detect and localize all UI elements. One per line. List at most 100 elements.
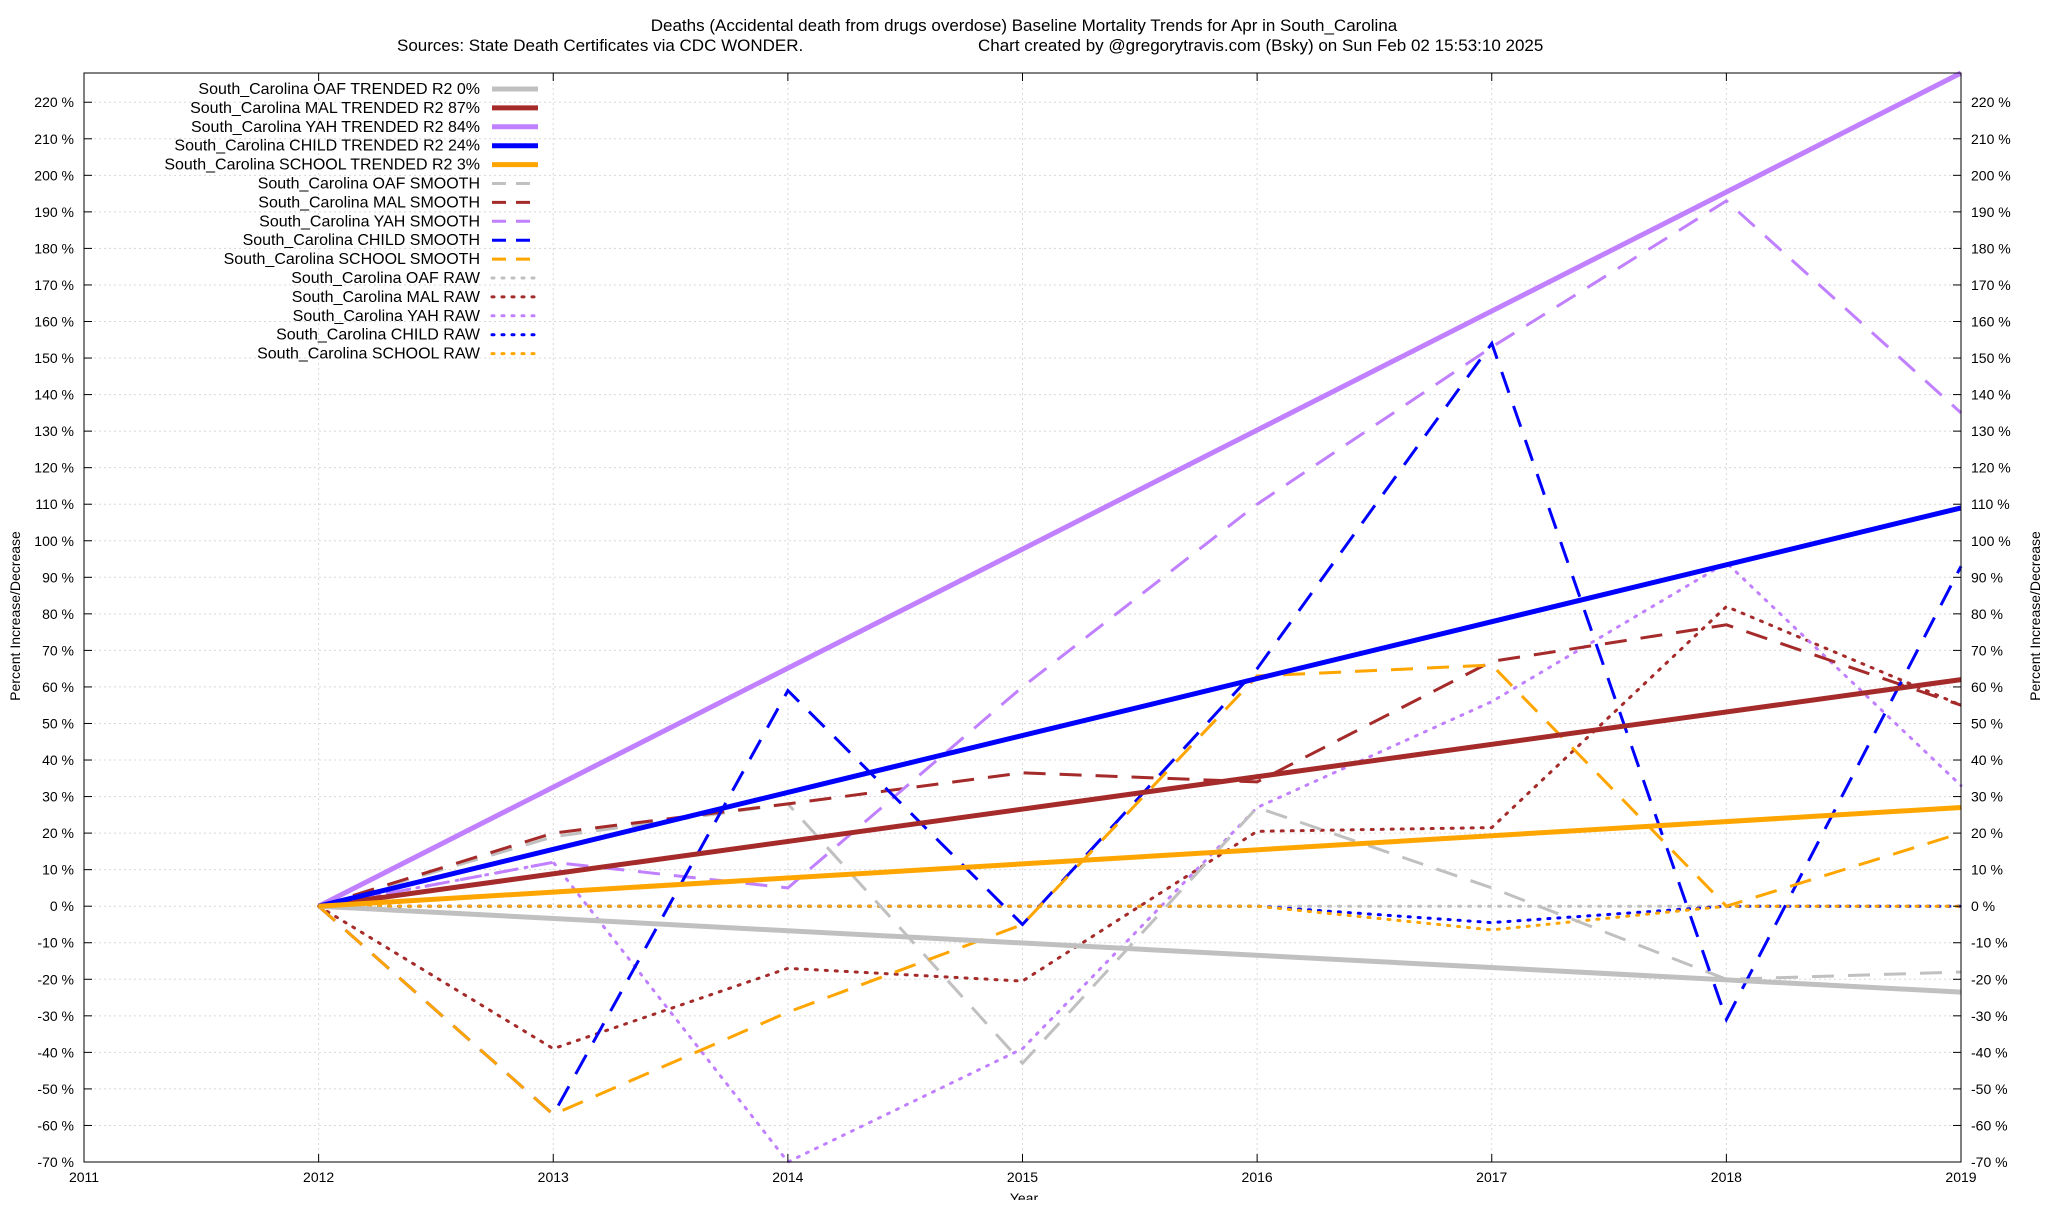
y-tick-label-right: 130 %	[1971, 423, 2011, 439]
y-tick-label-left: 130 %	[34, 423, 74, 439]
series-line-south-carolina-oaf-smooth	[318, 802, 1962, 1066]
series-line-south-carolina-school-trended-r2-3	[318, 805, 1962, 909]
legend: South_Carolina OAF TRENDED R2 0% South_Ca…	[164, 81, 540, 363]
y-tick-label-right: 100 %	[1971, 533, 2011, 549]
y-tick-label-left: -40 %	[37, 1044, 74, 1060]
chart-title: Deaths (Accidental death from drugs over…	[651, 16, 1398, 35]
legend-label: South_Carolina CHILD SMOOTH	[243, 232, 480, 249]
y-tick-label-right: 210 %	[1971, 131, 2011, 147]
y-tick-label-right: 70 %	[1971, 642, 2003, 658]
y-tick-label-right: 150 %	[1971, 350, 2011, 366]
y-tick-label-left: -10 %	[37, 935, 74, 951]
y-tick-label-left: 200 %	[34, 167, 74, 183]
y-tick-label-right: -20 %	[1971, 971, 2008, 987]
x-axis-label: Year	[1010, 1190, 1039, 1200]
x-tick-label: 2016	[1242, 1169, 1273, 1185]
y-tick-label-left: -30 %	[37, 1008, 74, 1024]
legend-label: South_Carolina OAF TRENDED R2 0%	[198, 81, 480, 98]
x-tick-label: 2014	[772, 1169, 803, 1185]
y-tick-label-right: 200 %	[1971, 167, 2011, 183]
y-tick-label-left: 90 %	[42, 569, 74, 585]
series-line-south-carolina-yah-trended-r2-84	[317, 70, 1963, 909]
y-tick-label-right: -60 %	[1971, 1117, 2008, 1133]
y-tick-label-left: 10 %	[42, 862, 74, 878]
y-tick-label-right: 110 %	[1971, 496, 2010, 512]
legend-label: South_Carolina SCHOOL SMOOTH	[224, 251, 480, 268]
legend-label: South_Carolina MAL TRENDED R2 87%	[190, 100, 480, 117]
y-tick-label-left: 50 %	[42, 715, 74, 731]
y-tick-label-right: 30 %	[1971, 789, 2003, 805]
series-line-south-carolina-mal-trended-r2-87	[318, 677, 1962, 909]
y-tick-label-right: 40 %	[1971, 752, 2003, 768]
series-line-south-carolina-yah-raw	[317, 560, 1963, 1164]
y-tick-label-left: 70 %	[42, 642, 74, 658]
y-tick-label-right: 50 %	[1971, 715, 2003, 731]
y-tick-label-left: 100 %	[34, 533, 74, 549]
x-tick-label: 2017	[1476, 1169, 1507, 1185]
legend-label: South_Carolina MAL SMOOTH	[258, 194, 480, 211]
x-tick-label: 2012	[303, 1169, 334, 1185]
y-tick-label-left: 110 %	[35, 496, 74, 512]
x-tick-label: 2011	[69, 1169, 99, 1185]
series-line-south-carolina-child-smooth	[317, 340, 1963, 1117]
y-tick-label-right: 80 %	[1971, 606, 2003, 622]
series-line-south-carolina-yah-smooth	[318, 199, 1963, 908]
y-tick-label-right: -30 %	[1971, 1008, 2008, 1024]
chart-source-note: Sources: State Death Certificates via CD…	[397, 36, 803, 55]
legend-label: South_Carolina YAH RAW	[293, 308, 481, 325]
y-axis-label-right: Percent Increase/Decrease	[2027, 531, 2043, 701]
y-tick-label-right: 170 %	[1971, 277, 2011, 293]
x-tick-label: 2013	[538, 1169, 569, 1185]
y-tick-label-left: 120 %	[34, 460, 74, 476]
y-tick-label-left: 170 %	[34, 277, 74, 293]
y-tick-label-left: -20 %	[37, 971, 74, 987]
y-tick-label-right: -10 %	[1971, 935, 2008, 951]
series-line-south-carolina-school-smooth	[317, 663, 1962, 1117]
y-axis-label-left: Percent Increase/Decrease	[7, 531, 23, 701]
legend-label: South_Carolina YAH TRENDED R2 84%	[191, 119, 480, 136]
x-tick-label: 2019	[1945, 1169, 1976, 1185]
y-tick-label-right: 220 %	[1971, 94, 2011, 110]
series-line-south-carolina-child-trended-r2-24	[318, 505, 1962, 909]
legend-label: South_Carolina OAF SMOOTH	[258, 176, 480, 193]
y-tick-label-left: 80 %	[42, 606, 74, 622]
legend-label: South_Carolina CHILD TRENDED R2 24%	[174, 138, 480, 155]
y-tick-label-right: 0 %	[1971, 898, 1995, 914]
y-tick-label-right: -70 %	[1971, 1154, 2008, 1170]
y-tick-label-right: 180 %	[1971, 240, 2011, 256]
y-tick-label-left: 150 %	[34, 350, 74, 366]
y-tick-label-right: 20 %	[1971, 825, 2003, 841]
legend-label: South_Carolina CHILD RAW	[276, 327, 481, 344]
y-tick-label-left: 140 %	[34, 387, 74, 403]
y-tick-label-left: 190 %	[34, 204, 74, 220]
y-tick-label-right: 10 %	[1971, 862, 2003, 878]
axis-ticks: 2011 2012 2013 2014 2015 2016 2017 2018 2019-70 …	[34, 73, 2011, 1185]
y-tick-label-left: 180 %	[34, 240, 74, 256]
series-line-south-carolina-mal-raw	[317, 604, 1963, 1051]
series-line-south-carolina-school-raw	[317, 904, 1963, 932]
y-tick-label-right: -50 %	[1971, 1081, 2008, 1097]
y-tick-label-left: 60 %	[42, 679, 74, 695]
y-tick-label-right: 120 %	[1971, 460, 2011, 476]
y-tick-label-left: 20 %	[42, 825, 74, 841]
y-tick-label-left: 0 %	[50, 898, 74, 914]
legend-label: South_Carolina YAH SMOOTH	[259, 213, 480, 230]
y-tick-label-left: -60 %	[37, 1117, 74, 1133]
legend-label: South_Carolina SCHOOL TRENDED R2 3%	[164, 157, 480, 174]
y-tick-label-left: -50 %	[37, 1081, 74, 1097]
y-tick-label-left: 160 %	[34, 313, 74, 329]
y-tick-label-right: 190 %	[1971, 204, 2011, 220]
y-tick-label-right: 160 %	[1971, 313, 2011, 329]
chart-credit-note: Chart created by @gregorytravis.com (Bsk…	[978, 36, 1543, 55]
x-tick-label: 2015	[1007, 1169, 1038, 1185]
y-tick-label-right: 60 %	[1971, 679, 2003, 695]
y-tick-label-right: 90 %	[1971, 569, 2003, 585]
y-tick-label-right: -40 %	[1971, 1044, 2008, 1060]
y-tick-label-right: 140 %	[1971, 387, 2011, 403]
y-tick-label-left: -70 %	[37, 1154, 74, 1170]
y-tick-label-left: 40 %	[42, 752, 74, 768]
y-tick-label-left: 220 %	[34, 94, 74, 110]
series-lines	[317, 70, 1963, 1164]
